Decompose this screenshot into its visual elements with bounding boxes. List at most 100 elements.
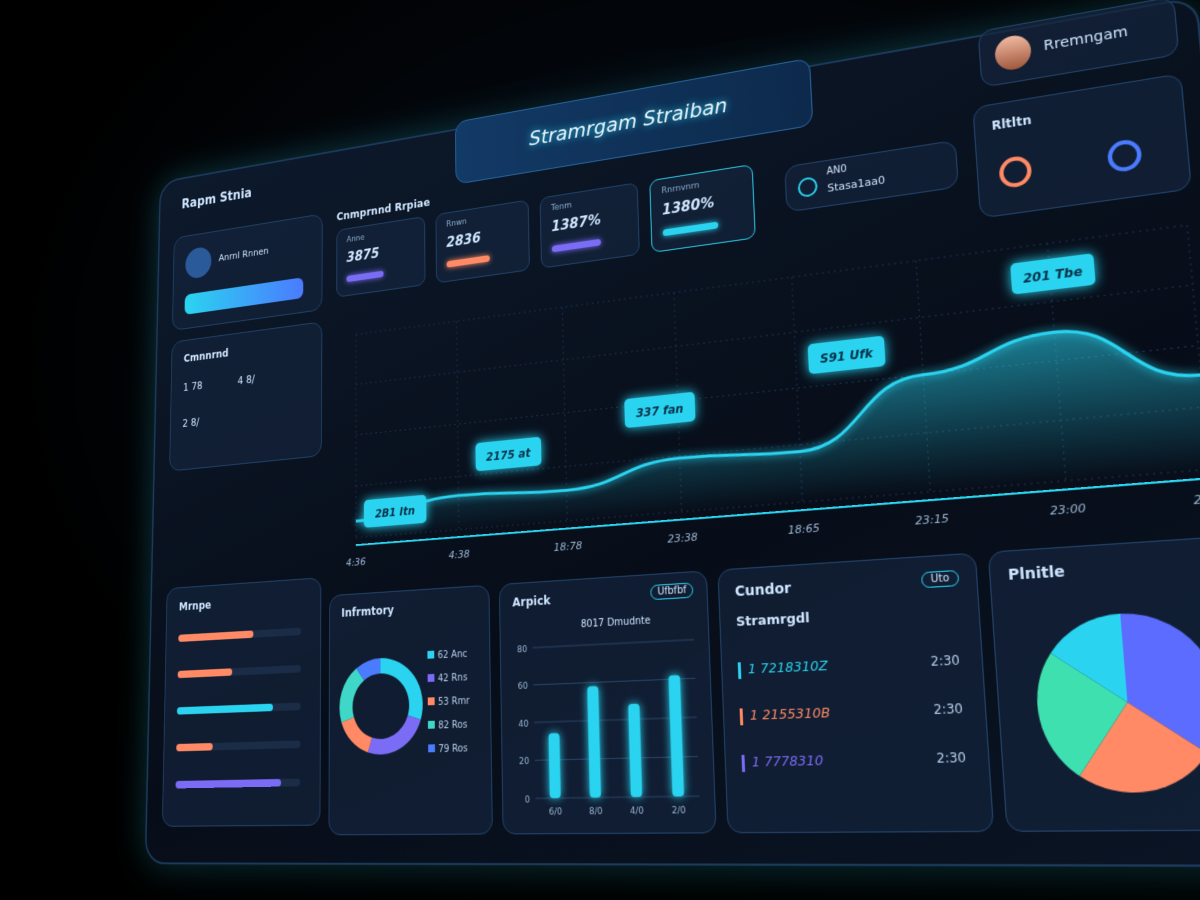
- table-title: Cundor: [734, 580, 792, 601]
- x-tick-label: 4:36: [346, 556, 366, 569]
- x-tick-label: 4/0: [630, 805, 644, 816]
- app-title: Stramrgam Straiban: [528, 94, 728, 152]
- bar-title: Arpick: [512, 593, 551, 610]
- dashboard-screen: Stramrgam Straiban Rapm Stnia Rremngam A…: [144, 0, 1200, 868]
- x-tick-label: 18:65: [788, 522, 820, 537]
- legend-label: 42 Rns: [438, 673, 468, 685]
- main-chart: 4:36 4:38 18:78 23:38 18:65 23:15 23:00 20:00 2B…: [346, 190, 1200, 569]
- profile-button[interactable]: [184, 277, 304, 315]
- y-tick-label: 0: [525, 794, 530, 804]
- status-pill[interactable]: AN0 Stasa1aa0: [784, 139, 959, 213]
- legend-swatch: [427, 650, 435, 659]
- metric: 1 78: [182, 379, 203, 394]
- pie-chart: [1033, 608, 1200, 794]
- callout-label: 2B1 Itn: [375, 505, 415, 521]
- callout: [475, 436, 542, 472]
- bar: [587, 686, 602, 798]
- progress-bar: [178, 630, 254, 642]
- metric: 2 8/: [182, 415, 200, 430]
- stat-card: Anne 3875: [336, 216, 426, 298]
- progress-bar: [175, 778, 282, 789]
- callout-label: S91 Ufk: [820, 347, 875, 367]
- callout-label: 2175 at: [486, 447, 532, 464]
- status-icon: [797, 176, 818, 199]
- row-name: 1 7778310: [751, 753, 824, 771]
- bar: [628, 703, 643, 798]
- stat-label: Rnrnvnrn: [661, 180, 700, 197]
- stat-label: Anne: [346, 233, 365, 245]
- stat-value: 3875: [346, 245, 380, 266]
- x-tick-label: 8/0: [589, 806, 603, 817]
- y-tick-label: 80: [517, 644, 527, 655]
- callout-label: 337 fan: [636, 402, 684, 420]
- legend-swatch: [427, 720, 435, 729]
- metrics-card: Cmnnrnd 1 78 4 8/ 2 8/: [169, 321, 323, 472]
- stat-card: Rnrnvnrn 1380%: [649, 164, 756, 253]
- x-tick-label: 23:00: [1050, 502, 1087, 518]
- donut-chart: 62 Anc 42 Rns 53 Rmr 82 Ros 79 Ros: [339, 649, 470, 755]
- stat-card: Tenm 1387%: [539, 182, 640, 269]
- widget-icon: [1106, 137, 1143, 174]
- profile-name: Anrnl Rnnen: [218, 245, 269, 264]
- x-tick-label: 20:00: [1193, 491, 1200, 508]
- stat-bar: [551, 238, 601, 253]
- row-name: 1 2155310B: [749, 705, 831, 724]
- row-marker: [737, 662, 742, 680]
- slice: [380, 656, 423, 722]
- stat-label: Tenm: [550, 200, 572, 214]
- brand[interactable]: Rapm Stnia: [181, 185, 252, 212]
- row-marker: [741, 754, 746, 773]
- profile-icon: [185, 245, 212, 280]
- stat-value: 1387%: [551, 211, 602, 236]
- title-bar: Stramrgam Straiban: [454, 57, 814, 185]
- progress-bar: [176, 703, 273, 715]
- legend-label: 82 Ros: [438, 720, 468, 732]
- bar: [668, 675, 685, 797]
- row-value: 2:30: [933, 700, 964, 718]
- pie-title: Plnitle: [1007, 563, 1066, 585]
- slice: [339, 668, 365, 723]
- widget-title: Rltltn: [991, 112, 1032, 134]
- legend-swatch: [427, 673, 435, 682]
- bar-panel: Arpick Ufbfbf 8017 Dmudnte 0 20 40 60 80 6/0 8…: [498, 570, 717, 835]
- status-value: Stasa1aa0: [827, 173, 886, 195]
- user-chip[interactable]: Rremngam: [977, 0, 1180, 88]
- widget-icon: [998, 154, 1033, 190]
- profile-card: Anrnl Rnnen: [172, 213, 323, 331]
- slice: [367, 714, 421, 755]
- stat-bar: [446, 255, 490, 268]
- legend-swatch: [427, 697, 435, 706]
- grid-line: [533, 640, 694, 648]
- table-tag[interactable]: Uto: [920, 569, 960, 589]
- slice: [341, 716, 372, 754]
- y-tick-label: 60: [518, 681, 528, 692]
- stat-card: Rnwn 2836: [435, 199, 530, 284]
- donut-title: Infrmtory: [341, 603, 394, 620]
- legend-label: 53 Rmr: [438, 696, 470, 708]
- bar-subtitle: 8017 Dmudnte: [580, 615, 651, 631]
- x-tick-label: 4:38: [449, 549, 470, 562]
- stat-bar: [662, 221, 719, 237]
- metrics-heading: Cmnnrnd: [183, 346, 229, 365]
- x-tick-label: 2/0: [672, 805, 686, 816]
- legend-label: 79 Ros: [438, 743, 468, 755]
- pie-panel: Plnitle: [987, 535, 1200, 832]
- legend-label: 62 Anc: [438, 649, 468, 661]
- table-subtitle: Stramrgdl: [735, 610, 811, 631]
- x-tick-label: 18:78: [554, 540, 583, 554]
- bar-chart: 0 20 40 60 80 6/0 8/0 4/0 2/0: [517, 629, 716, 817]
- legend-swatch: [428, 744, 436, 753]
- stat-label: Rnwn: [446, 217, 467, 230]
- x-tick-label: 6/0: [549, 806, 562, 817]
- row-marker: [739, 708, 744, 726]
- callout: [624, 391, 696, 429]
- progress-bar: [177, 668, 233, 679]
- callout: [807, 335, 886, 375]
- progress-title: Mrnpe: [178, 598, 212, 614]
- row-value: 2:30: [936, 749, 967, 767]
- stat-value: 1380%: [661, 193, 715, 219]
- grid-line: [562, 307, 567, 521]
- bar-badge[interactable]: Ufbfbf: [650, 582, 694, 601]
- row-value: 2:30: [930, 652, 961, 670]
- x-tick-label: 23:15: [915, 513, 949, 529]
